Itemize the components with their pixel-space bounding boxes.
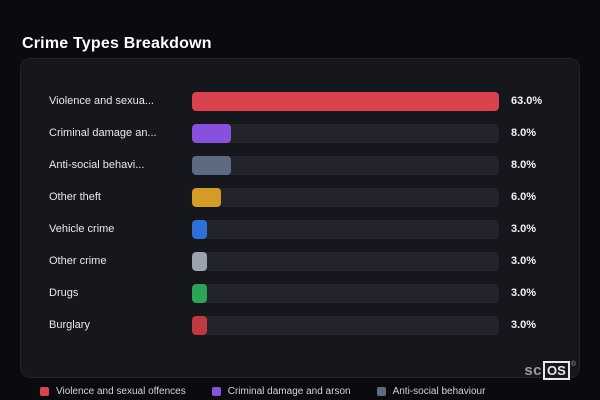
- bar-value: 8.0%: [511, 127, 537, 139]
- legend-label: Violence and sexual offences: [56, 386, 186, 397]
- bar-label: Anti-social behavi...: [49, 159, 145, 171]
- legend-item[interactable]: Criminal damage and arson: [211, 386, 351, 397]
- bar[interactable]: [192, 283, 207, 303]
- bar[interactable]: [192, 219, 207, 239]
- brand-logo: sc OS ®: [524, 361, 576, 380]
- chart-rows: Violence and sexua... 63.0% Criminal damag…: [49, 85, 551, 341]
- bar[interactable]: [192, 91, 499, 111]
- legend-swatch: [40, 387, 49, 396]
- bar-track: [192, 91, 499, 111]
- bar-track: [192, 155, 499, 175]
- legend-swatch: [211, 387, 221, 396]
- bar-label: Vehicle crime: [49, 223, 115, 235]
- bar[interactable]: [192, 187, 222, 207]
- brand-prefix-text: sc: [524, 362, 543, 379]
- legend-label: Criminal damage and arson: [227, 386, 351, 397]
- chart-legend: Violence and sexual offences Criminal dam…: [40, 386, 485, 397]
- legend-item[interactable]: Violence and sexual offences: [40, 386, 186, 397]
- bar[interactable]: [192, 315, 207, 335]
- legend-label: Anti-social behaviour: [392, 386, 486, 397]
- chart-row: Other theft 6.0%: [49, 181, 551, 213]
- bar-value: 3.0%: [511, 255, 537, 267]
- bar-track: [192, 187, 499, 207]
- chart-row: Burglary 3.0%: [49, 309, 551, 341]
- bar-track: [192, 315, 499, 335]
- legend-swatch: [376, 387, 386, 396]
- bar-track: [192, 219, 499, 239]
- bar-label: Drugs: [49, 287, 79, 299]
- bar[interactable]: [192, 251, 207, 271]
- bar-label: Violence and sexua...: [49, 95, 154, 107]
- bar[interactable]: [192, 123, 231, 143]
- bar[interactable]: [192, 155, 231, 175]
- bar-track: [192, 283, 499, 303]
- chart-row: Violence and sexua... 63.0%: [49, 85, 551, 117]
- bar-label: Criminal damage an...: [49, 127, 157, 139]
- bar-label: Burglary: [49, 319, 90, 331]
- chart-row: Other crime 3.0%: [49, 245, 551, 277]
- bar-value: 3.0%: [511, 223, 537, 235]
- bar-track: [192, 123, 499, 143]
- bar-value: 8.0%: [511, 159, 537, 171]
- legend-item[interactable]: Anti-social behaviour: [376, 386, 486, 397]
- bar-label: Other crime: [49, 255, 107, 267]
- bar-value: 3.0%: [511, 287, 537, 299]
- bar-value: 6.0%: [511, 191, 537, 203]
- registered-mark: ®: [570, 361, 576, 368]
- bar-value: 3.0%: [511, 319, 537, 331]
- bar-value: 63.0%: [511, 95, 543, 107]
- bar-track: [192, 251, 499, 271]
- chart-row: Anti-social behavi... 8.0%: [49, 149, 551, 181]
- chart-row: Drugs 3.0%: [49, 277, 551, 309]
- page-title: Crime Types Breakdown: [22, 34, 212, 52]
- bar-label: Other theft: [49, 191, 101, 203]
- brand-boxed-text: OS: [543, 361, 570, 380]
- chart-card: Violence and sexua... 63.0% Criminal damag…: [20, 58, 580, 378]
- chart-row: Criminal damage an... 8.0%: [49, 117, 551, 149]
- chart-row: Vehicle crime 3.0%: [49, 213, 551, 245]
